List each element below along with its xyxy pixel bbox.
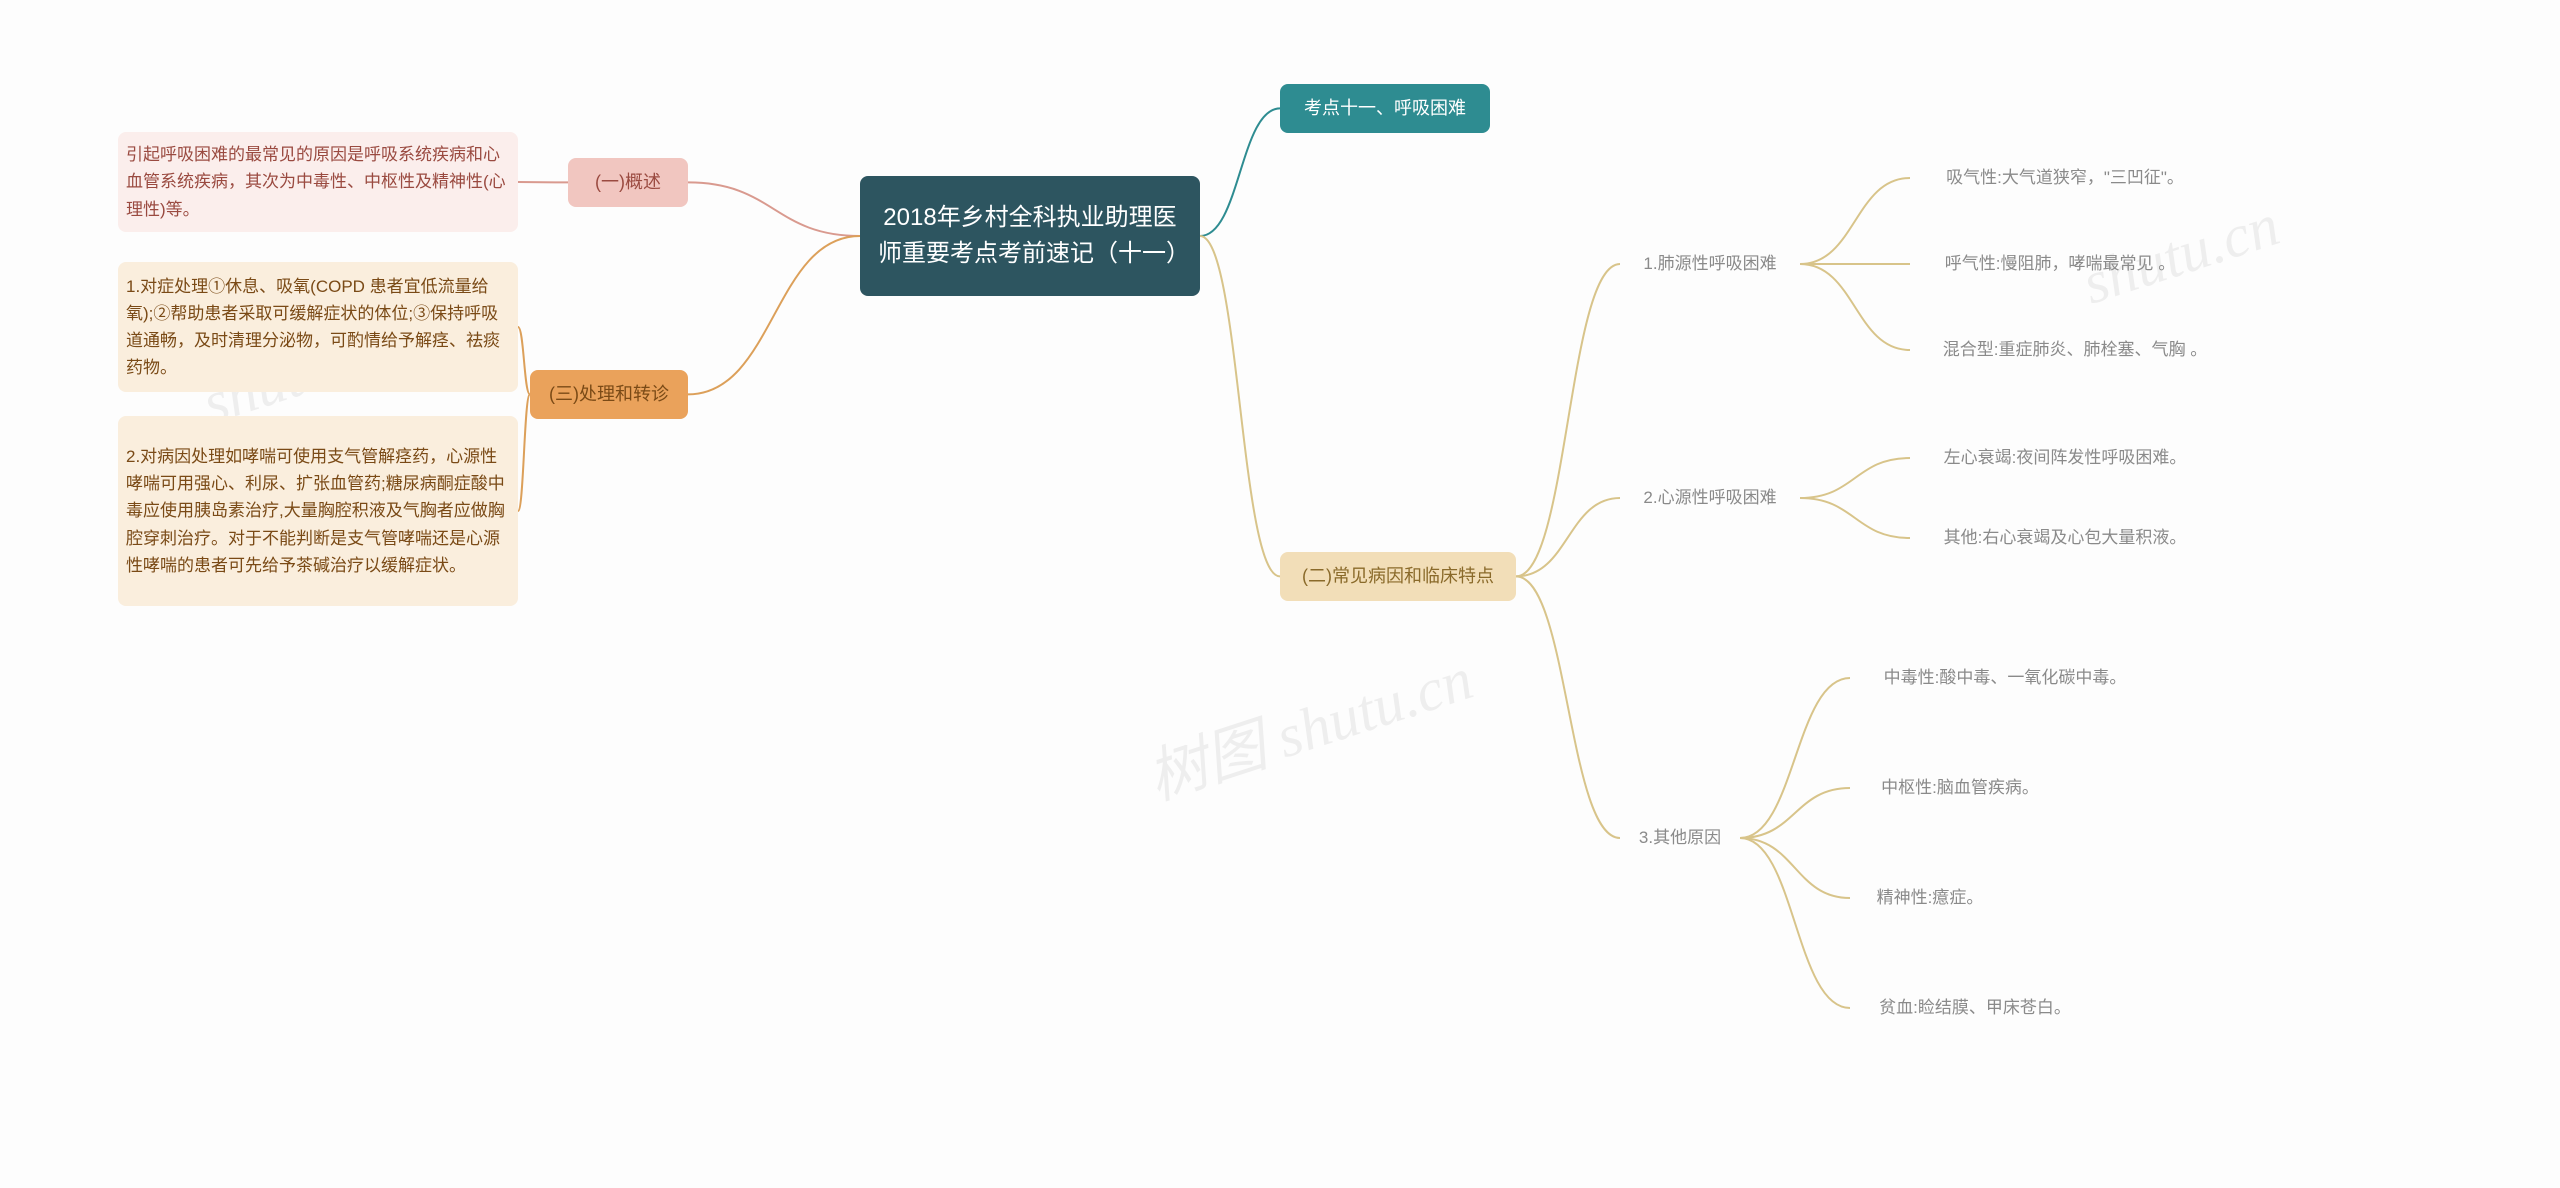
- root-node[interactable]: 2018年乡村全科执业助理医师重要考点考前速记（十一）: [860, 176, 1200, 296]
- node-n_overview[interactable]: (一)概述: [568, 158, 688, 207]
- node-label: (二)常见病因和临床特点: [1302, 562, 1494, 591]
- node-label: 其他:右心衰竭及心包大量积液。: [1944, 524, 2187, 551]
- node-n_lung_c[interactable]: 混合型:重症肺炎、肺栓塞、气胸 。: [1910, 332, 2240, 368]
- node-n_other_b[interactable]: 中枢性:脑血管疾病。: [1850, 770, 2070, 806]
- node-label: 2.对病因处理如哮喘可使用支气管解痉药，心源性哮喘可用强心、利尿、扩张血管药;糖…: [126, 443, 510, 579]
- connector: [1800, 458, 1910, 498]
- node-label: 精神性:癔症。: [1877, 884, 1984, 911]
- node-n_other_c[interactable]: 精神性:癔症。: [1850, 880, 2010, 916]
- node-n_lung[interactable]: 1.肺源性呼吸困难: [1620, 244, 1800, 284]
- node-n_heart_a[interactable]: 左心衰竭:夜间阵发性呼吸困难。: [1910, 440, 2220, 476]
- node-n_other_d[interactable]: 贫血:睑结膜、甲床苍白。: [1850, 990, 2100, 1026]
- watermark: 树图 shutu.cn: [1135, 630, 1482, 817]
- connector: [1200, 236, 1280, 576]
- connector: [1516, 498, 1620, 576]
- connector: [1740, 678, 1850, 838]
- connector: [1740, 788, 1850, 838]
- node-n_treat_1[interactable]: 1.对症处理①休息、吸氧(COPD 患者宜低流量给氧);②帮助患者采取可缓解症状…: [118, 262, 518, 392]
- node-label: 3.其他原因: [1639, 824, 1721, 851]
- node-label: (三)处理和转诊: [549, 380, 669, 409]
- connector: [1740, 838, 1850, 1008]
- connector: [518, 327, 530, 394]
- node-n_treat[interactable]: (三)处理和转诊: [530, 370, 688, 419]
- node-label: 中毒性:酸中毒、一氧化碳中毒。: [1884, 664, 2127, 691]
- connector: [1800, 178, 1910, 264]
- connector: [1516, 264, 1620, 576]
- node-n_heart[interactable]: 2.心源性呼吸困难: [1620, 478, 1800, 518]
- node-n_lung_b[interactable]: 呼气性:慢阻肺，哮喘最常见 。: [1910, 246, 2210, 282]
- node-n_other_a[interactable]: 中毒性:酸中毒、一氧化碳中毒。: [1850, 660, 2160, 696]
- connector: [1516, 576, 1620, 838]
- node-label: 吸气性:大气道狭窄，"三凹征"。: [1946, 164, 2184, 191]
- node-n_cause[interactable]: (二)常见病因和临床特点: [1280, 552, 1516, 601]
- node-label: 1.对症处理①休息、吸氧(COPD 患者宜低流量给氧);②帮助患者采取可缓解症状…: [126, 273, 510, 382]
- node-label: (一)概述: [595, 168, 661, 197]
- node-n_treat_2[interactable]: 2.对病因处理如哮喘可使用支气管解痉药，心源性哮喘可用强心、利尿、扩张血管药;糖…: [118, 416, 518, 606]
- connector: [1800, 498, 1910, 538]
- node-n_lung_a[interactable]: 吸气性:大气道狭窄，"三凹征"。: [1910, 160, 2220, 196]
- connector: [1200, 108, 1280, 236]
- node-label: 混合型:重症肺炎、肺栓塞、气胸 。: [1943, 336, 2207, 363]
- node-label: 1.肺源性呼吸困难: [1643, 250, 1776, 277]
- connector: [688, 236, 860, 394]
- node-label: 贫血:睑结膜、甲床苍白。: [1879, 994, 2071, 1021]
- node-label: 引起呼吸困难的最常见的原因是呼吸系统疾病和心血管系统疾病，其次为中毒性、中枢性及…: [126, 141, 510, 223]
- node-label: 呼气性:慢阻肺，哮喘最常见 。: [1945, 250, 2175, 277]
- node-n_heart_b[interactable]: 其他:右心衰竭及心包大量积液。: [1910, 520, 2220, 556]
- node-label: 左心衰竭:夜间阵发性呼吸困难。: [1944, 444, 2187, 471]
- connector: [688, 182, 860, 236]
- node-n_top[interactable]: 考点十一、呼吸困难: [1280, 84, 1490, 133]
- node-label: 2018年乡村全科执业助理医师重要考点考前速记（十一）: [878, 200, 1182, 272]
- node-label: 考点十一、呼吸困难: [1304, 94, 1466, 123]
- connector: [518, 394, 530, 511]
- connector: [1740, 838, 1850, 898]
- node-n_other[interactable]: 3.其他原因: [1620, 818, 1740, 858]
- node-label: 中枢性:脑血管疾病。: [1881, 774, 2039, 801]
- connector: [1800, 264, 1910, 350]
- node-n_overview_leaf[interactable]: 引起呼吸困难的最常见的原因是呼吸系统疾病和心血管系统疾病，其次为中毒性、中枢性及…: [118, 132, 518, 232]
- node-label: 2.心源性呼吸困难: [1643, 484, 1776, 511]
